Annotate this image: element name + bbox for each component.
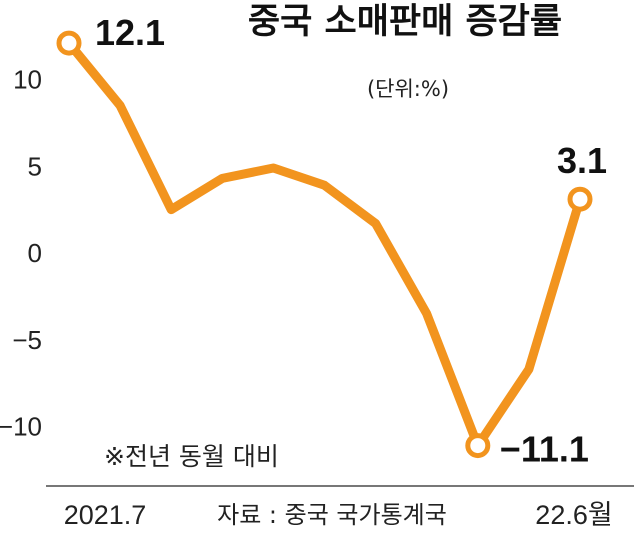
- data-label: 12.1: [95, 12, 165, 53]
- x-tick-label: 22.6월: [535, 500, 612, 530]
- note-label: ※전년 동월 대비: [104, 442, 279, 471]
- x-axis-ticks: 2021.7 22.6월: [64, 500, 613, 530]
- y-tick-label: 0: [28, 238, 42, 268]
- data-marker: [56, 30, 82, 56]
- y-tick-label: −10: [0, 412, 42, 442]
- x-tick-label: 2021.7: [64, 500, 147, 530]
- source-label: 자료 : 중국 국가통계국: [217, 501, 447, 529]
- series-line: [64, 38, 585, 451]
- data-markers: [56, 30, 593, 459]
- data-labels: 12.1 −11.1 3.1: [95, 12, 607, 470]
- y-tick-label: 5: [28, 151, 42, 181]
- data-label: −11.1: [500, 429, 589, 470]
- data-label: 3.1: [557, 140, 607, 181]
- y-tick-label: −5: [12, 325, 42, 355]
- unit-label: (단위:%): [367, 77, 449, 101]
- data-marker: [567, 186, 593, 212]
- y-axis-ticks: 10 5 0 −5 −10: [0, 65, 42, 442]
- data-marker: [465, 433, 491, 459]
- y-tick-label: 10: [13, 65, 42, 95]
- chart-title: 중국 소매판매 증감률: [248, 2, 562, 42]
